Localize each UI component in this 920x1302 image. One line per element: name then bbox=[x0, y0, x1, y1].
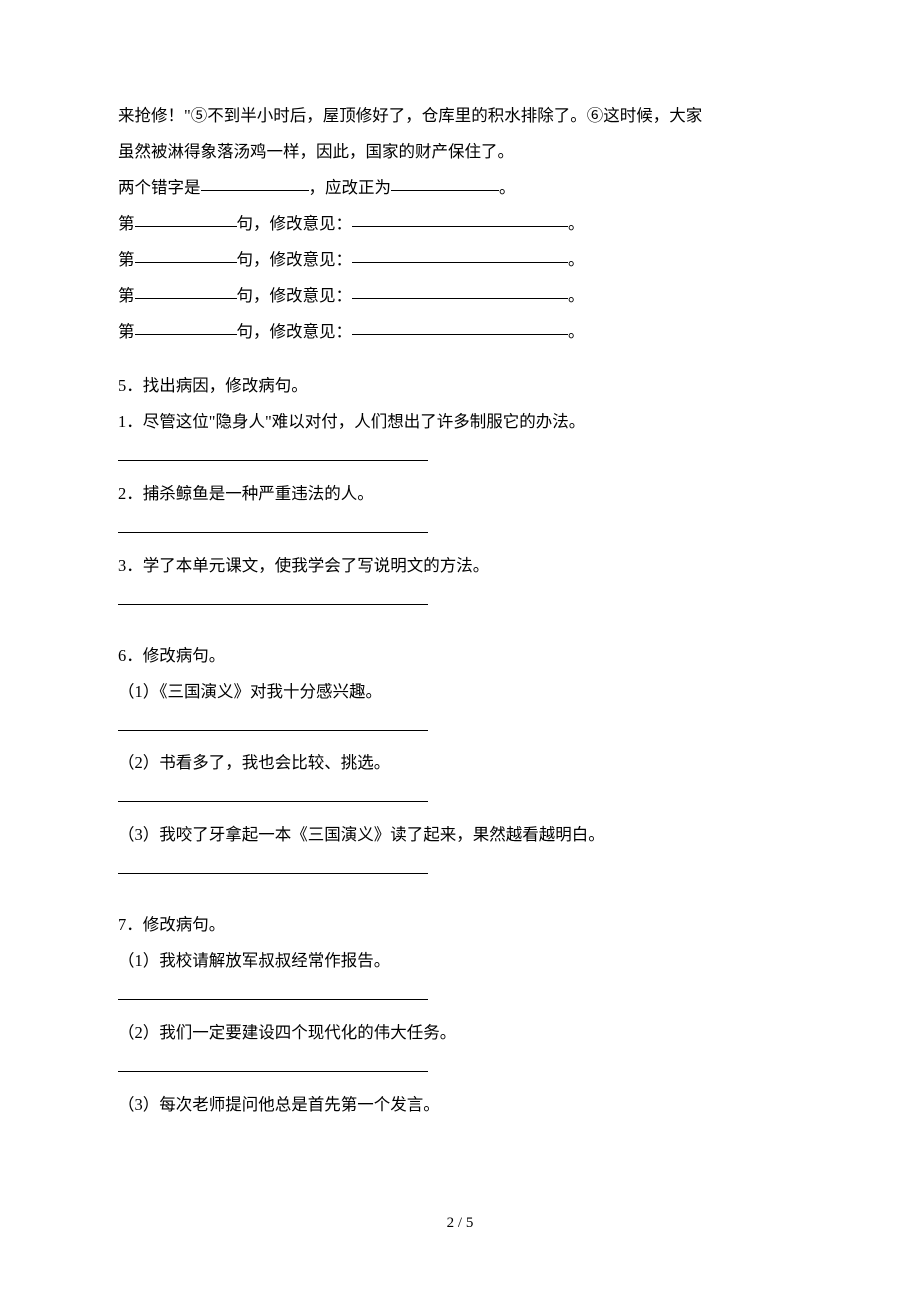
question-6: 6．修改病句。 （1）《三国演义》对我十分感兴趣。 （2）书看多了，我也会比较、… bbox=[118, 638, 802, 890]
correction-row-1: 第 句，修改意见： 。 bbox=[118, 206, 802, 242]
blank-q6-3[interactable] bbox=[118, 857, 428, 875]
blank-q6-2[interactable] bbox=[118, 785, 428, 803]
document-page: 来抢修！"⑤不到半小时后，屋顶修好了，仓库里的积水排除了。⑥这时候，大家 虽然被… bbox=[0, 0, 920, 1302]
row-prefix: 第 bbox=[118, 250, 135, 269]
q7-s2-blank bbox=[118, 1051, 802, 1087]
row-suffix: 。 bbox=[568, 322, 585, 341]
row-mid: 句，修改意见： bbox=[237, 286, 353, 305]
blank-q5-2[interactable] bbox=[118, 515, 428, 533]
q6-s3-blank bbox=[118, 853, 802, 889]
q5-title: 5．找出病因，修改病句。 bbox=[118, 368, 802, 404]
q5-s1-blank bbox=[118, 440, 802, 476]
intro-line-2: 虽然被淋得象落汤鸡一样，因此，国家的财产保住了。 bbox=[118, 134, 802, 170]
blank-q6-1[interactable] bbox=[118, 713, 428, 731]
blank-err-2[interactable] bbox=[391, 173, 499, 191]
row-suffix: 。 bbox=[568, 250, 585, 269]
blank-row3-ans[interactable] bbox=[352, 281, 568, 299]
blank-err-1[interactable] bbox=[201, 173, 309, 191]
q6-s1-blank bbox=[118, 710, 802, 746]
q6-title: 6．修改病句。 bbox=[118, 638, 802, 674]
q6-s2-blank bbox=[118, 781, 802, 817]
q5-s3: 3．学了本单元课文，使我学会了写说明文的方法。 bbox=[118, 548, 802, 584]
q5-s2-blank bbox=[118, 512, 802, 548]
blank-row2-ans[interactable] bbox=[352, 245, 568, 263]
row-suffix: 。 bbox=[568, 286, 585, 305]
blank-q7-2[interactable] bbox=[118, 1055, 428, 1073]
question-5: 5．找出病因，修改病句。 1．尽管这位"隐身人"难以对付，人们想出了许多制服它的… bbox=[118, 368, 802, 620]
row-prefix: 第 bbox=[118, 322, 135, 341]
err-mid: ，应改正为 bbox=[309, 178, 392, 197]
q5-s3-blank bbox=[118, 584, 802, 620]
correction-row-2: 第 句，修改意见： 。 bbox=[118, 242, 802, 278]
blank-row3-num[interactable] bbox=[135, 281, 237, 299]
intro-line-1: 来抢修！"⑤不到半小时后，屋顶修好了，仓库里的积水排除了。⑥这时候，大家 bbox=[118, 98, 802, 134]
q5-s2: 2．捕杀鲸鱼是一种严重违法的人。 bbox=[118, 476, 802, 512]
blank-q7-1[interactable] bbox=[118, 983, 428, 1001]
row-suffix: 。 bbox=[568, 214, 585, 233]
question-7: 7．修改病句。 （1）我校请解放军叔叔经常作报告。 （2）我们一定要建设四个现代… bbox=[118, 907, 802, 1123]
q7-title: 7．修改病句。 bbox=[118, 907, 802, 943]
blank-q5-1[interactable] bbox=[118, 443, 428, 461]
q5-s1: 1．尽管这位"隐身人"难以对付，人们想出了许多制服它的办法。 bbox=[118, 404, 802, 440]
q7-s2: （2）我们一定要建设四个现代化的伟大任务。 bbox=[118, 1015, 802, 1051]
err-prefix: 两个错字是 bbox=[118, 178, 201, 197]
blank-q5-3[interactable] bbox=[118, 587, 428, 605]
blank-row4-ans[interactable] bbox=[352, 317, 568, 335]
page-content: 来抢修！"⑤不到半小时后，屋顶修好了，仓库里的积水排除了。⑥这时候，大家 虽然被… bbox=[118, 98, 802, 1123]
err-period: 。 bbox=[499, 178, 516, 197]
row-prefix: 第 bbox=[118, 214, 135, 233]
q7-s1-blank bbox=[118, 979, 802, 1015]
row-mid: 句，修改意见： bbox=[237, 250, 353, 269]
blank-row1-ans[interactable] bbox=[352, 209, 568, 227]
row-mid: 句，修改意见： bbox=[237, 322, 353, 341]
q6-s1: （1）《三国演义》对我十分感兴趣。 bbox=[118, 674, 802, 710]
q7-s3: （3）每次老师提问他总是首先第一个发言。 bbox=[118, 1087, 802, 1123]
row-mid: 句，修改意见： bbox=[237, 214, 353, 233]
q7-s1: （1）我校请解放军叔叔经常作报告。 bbox=[118, 943, 802, 979]
blank-row4-num[interactable] bbox=[135, 317, 237, 335]
correction-row-4: 第 句，修改意见： 。 bbox=[118, 314, 802, 350]
page-number: 2 / 5 bbox=[0, 1215, 920, 1232]
row-prefix: 第 bbox=[118, 286, 135, 305]
q6-s2: （2）书看多了，我也会比较、挑选。 bbox=[118, 745, 802, 781]
error-correction-line: 两个错字是 ，应改正为 。 bbox=[118, 170, 802, 206]
blank-row1-num[interactable] bbox=[135, 209, 237, 227]
q6-s3: （3）我咬了牙拿起一本《三国演义》读了起来，果然越看越明白。 bbox=[118, 817, 802, 853]
correction-row-3: 第 句，修改意见： 。 bbox=[118, 278, 802, 314]
blank-row2-num[interactable] bbox=[135, 245, 237, 263]
